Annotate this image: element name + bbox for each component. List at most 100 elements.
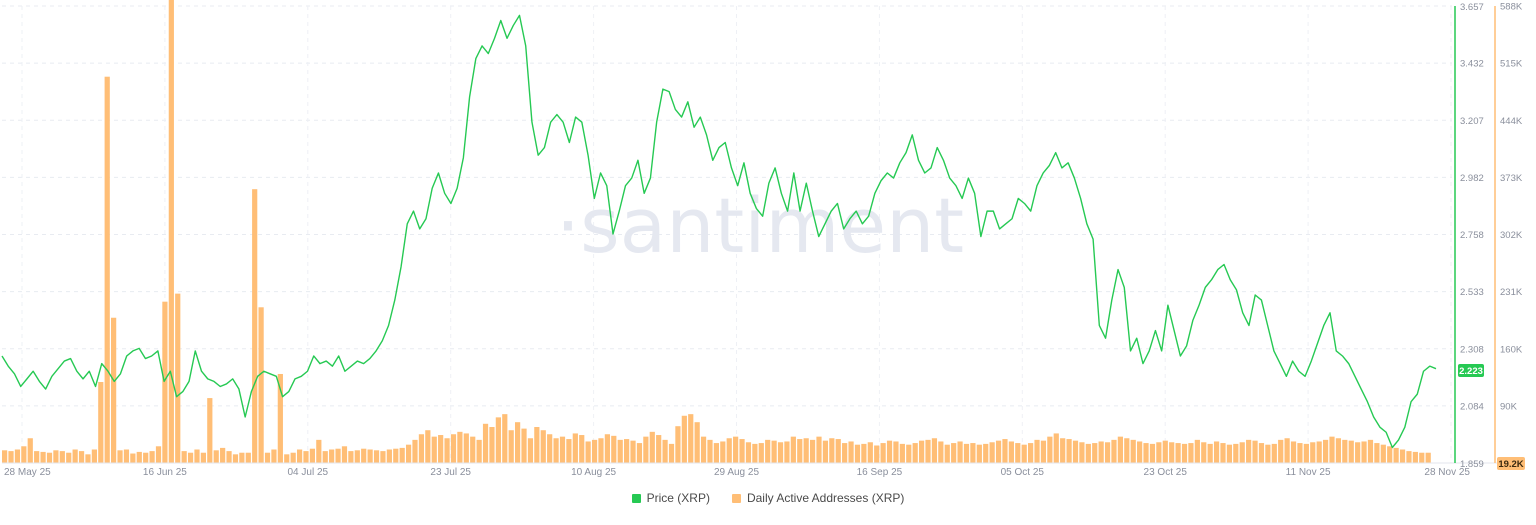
- address-bar: [906, 444, 912, 463]
- address-bar: [1265, 444, 1271, 463]
- address-bar: [995, 440, 1002, 463]
- address-bar: [874, 445, 880, 463]
- address-bar: [271, 449, 277, 463]
- legend-item-price[interactable]: Price (XRP): [631, 491, 710, 505]
- address-bar: [700, 436, 707, 463]
- address-bar: [508, 430, 514, 463]
- addresses-tick-label: 160K: [1500, 344, 1523, 355]
- address-bar: [733, 436, 739, 463]
- address-bar: [919, 440, 925, 463]
- address-bar: [1207, 443, 1213, 463]
- address-bar: [1361, 441, 1367, 463]
- address-bar: [816, 436, 822, 463]
- address-bar: [1297, 443, 1303, 463]
- x-axis-ticks: 28 May 25 16 Jun 25 04 Jul 25 23 Jul 25 10 A…: [4, 467, 1470, 478]
- address-bar: [1284, 438, 1290, 463]
- address-bar: [258, 307, 264, 463]
- addresses-tick-label: 588K: [1500, 2, 1523, 13]
- address-bar: [951, 443, 957, 463]
- address-bar: [181, 451, 187, 463]
- address-bar: [694, 422, 700, 463]
- address-bar: [239, 452, 245, 463]
- address-bar: [1278, 439, 1284, 463]
- address-bar: [444, 438, 450, 463]
- address-bar: [1342, 439, 1348, 463]
- address-bar: [27, 438, 33, 463]
- address-bar: [1406, 451, 1412, 463]
- address-bar: [1303, 443, 1309, 463]
- address-bar: [470, 436, 476, 463]
- address-bar: [1355, 442, 1361, 463]
- address-bar: [1226, 444, 1233, 463]
- address-bar: [1130, 439, 1136, 463]
- address-bar: [2, 450, 8, 463]
- price-tick-label: 3.657: [1460, 2, 1484, 13]
- address-bar: [1290, 441, 1297, 463]
- address-bar: [931, 438, 938, 463]
- address-bar: [405, 444, 412, 463]
- address-bar: [1169, 442, 1175, 463]
- address-bar: [790, 436, 796, 463]
- address-bar: [348, 451, 354, 463]
- address-bar: [675, 426, 681, 463]
- address-bar: [354, 450, 360, 463]
- address-bar: [745, 442, 752, 463]
- legend-swatch-price: [631, 493, 641, 503]
- address-bar: [341, 446, 348, 463]
- legend-item-addresses[interactable]: Daily Active Addresses (XRP): [731, 491, 904, 505]
- address-bar: [547, 434, 553, 463]
- address-bar: [1028, 443, 1034, 463]
- address-bar: [393, 448, 399, 463]
- price-tick-label: 2.758: [1460, 230, 1484, 241]
- address-bar: [8, 451, 14, 463]
- address-bar: [611, 435, 617, 463]
- address-bar: [1156, 442, 1162, 463]
- address-bar: [765, 439, 771, 463]
- address-bar: [1310, 442, 1316, 463]
- address-bar: [809, 439, 816, 463]
- address-bar: [1412, 451, 1418, 463]
- address-bar: [450, 434, 457, 463]
- address-bar: [1040, 440, 1047, 463]
- address-bar: [329, 449, 335, 463]
- address-bar: [1246, 439, 1252, 463]
- price-line: [1, 14, 1437, 449]
- address-bar: [1213, 441, 1220, 463]
- address-bar: [1111, 439, 1117, 463]
- address-bar: [688, 414, 694, 463]
- address-bar: [1233, 443, 1239, 463]
- address-bar: [213, 450, 219, 463]
- address-bar: [194, 449, 200, 463]
- address-bar: [373, 450, 380, 463]
- address-bar: [252, 189, 258, 463]
- address-bar: [720, 441, 726, 463]
- price-current-label: 2.223: [1459, 366, 1483, 377]
- address-bar: [880, 443, 886, 463]
- address-bar: [1239, 442, 1245, 463]
- address-bar: [1329, 436, 1335, 463]
- address-bar: [316, 439, 322, 463]
- address-bar: [540, 430, 546, 463]
- watermark: ·santiment: [556, 181, 964, 270]
- address-bar: [829, 438, 835, 463]
- address-bar: [559, 436, 566, 463]
- x-tick-label: 29 Aug 25: [714, 467, 759, 478]
- address-bar: [566, 439, 572, 463]
- address-bar: [207, 398, 213, 463]
- address-bar: [91, 449, 97, 463]
- address-bar: [662, 439, 668, 463]
- address-bar: [1079, 442, 1085, 463]
- address-bar: [1380, 444, 1386, 463]
- address-bar: [893, 441, 899, 463]
- address-bar: [1322, 439, 1329, 463]
- address-bar: [681, 415, 687, 463]
- address-bar: [66, 452, 72, 463]
- addresses-tick-label: 302K: [1500, 230, 1523, 241]
- address-bar: [861, 443, 867, 463]
- address-bar: [983, 443, 989, 463]
- address-bar: [463, 433, 469, 463]
- addresses-current-label: 19.2K: [1498, 459, 1523, 470]
- addresses-tick-label: 231K: [1500, 287, 1523, 298]
- address-bar: [40, 451, 46, 463]
- address-bar: [361, 448, 367, 463]
